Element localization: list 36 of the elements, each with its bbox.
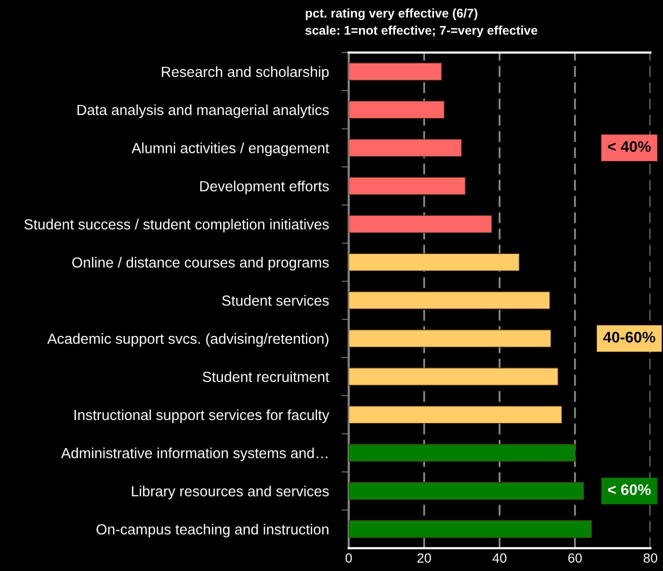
- bar: [348, 138, 462, 157]
- bar: [348, 330, 552, 348]
- chart-subtitle: scale: 1=not effective; 7-=very effective: [305, 26, 538, 38]
- bar: [348, 406, 562, 424]
- bar: [348, 100, 444, 119]
- bar: [348, 444, 576, 462]
- x-tick-label: 80: [644, 553, 658, 563]
- bar: [348, 253, 520, 272]
- bar: [348, 482, 584, 500]
- y-tick-label: On-campus teaching and instruction: [96, 524, 328, 538]
- bar: [348, 520, 592, 538]
- x-tick-label: 20: [417, 553, 431, 563]
- x-tick-label: 40: [492, 553, 506, 563]
- y-tick-label: Data analysis and managerial analytics: [78, 104, 329, 118]
- y-tick-label: Academic support svcs. (advising/retention): [47, 333, 328, 347]
- bar: [348, 215, 492, 234]
- annotation: < 40%: [608, 141, 651, 152]
- y-tick-label: Online / distance courses and programs: [72, 256, 329, 271]
- bar: [348, 291, 550, 310]
- y-tick-label: Student success / student completion initiatives: [24, 218, 329, 232]
- bar: [348, 62, 442, 81]
- y-tick-label: Student services: [222, 295, 329, 306]
- y-tick-label: Development efforts: [200, 180, 329, 194]
- chart-title: pct. rating very effective (6/7): [306, 8, 478, 20]
- y-tick-label: Student recruitment: [202, 371, 330, 382]
- y-tick-label: Library resources and services: [132, 486, 329, 500]
- y-tick-label: Administrative information systems and…: [61, 448, 328, 462]
- x-tick-label: 0: [346, 553, 352, 563]
- bar: [348, 368, 558, 386]
- y-tick-label: Instructional support services for faculty: [74, 409, 330, 424]
- x-tick-label: 60: [568, 553, 582, 563]
- annotation: < 60%: [608, 484, 651, 496]
- y-tick-label: Alumni activities / engagement: [132, 142, 330, 156]
- bar: [348, 177, 466, 195]
- annotation: 40-60%: [603, 332, 656, 343]
- y-tick-label: Research and scholarship: [162, 66, 329, 80]
